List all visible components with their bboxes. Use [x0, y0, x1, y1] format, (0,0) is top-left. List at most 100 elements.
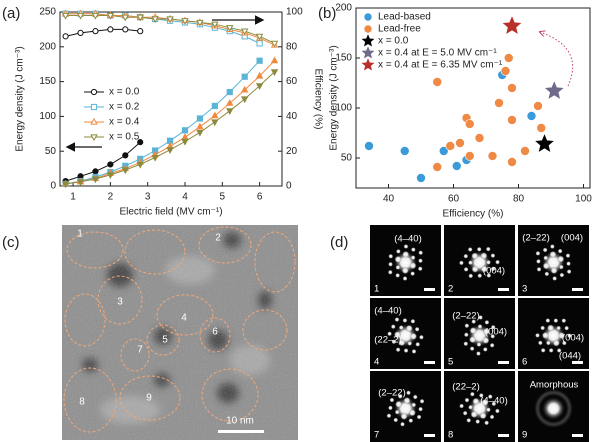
y-tick-label: 50 — [341, 153, 353, 164]
panel-label: (a) — [2, 5, 20, 22]
spot-label: (2–22) — [452, 311, 479, 322]
diffraction-spot — [482, 336, 490, 344]
legend-label: x = 0.4 at E = 6.35 MV cm⁻¹ — [378, 60, 503, 71]
tile-number: 7 — [374, 430, 379, 441]
marker — [535, 134, 554, 152]
diffraction-spot — [490, 324, 496, 330]
region-label: 4 — [181, 313, 187, 324]
marker — [416, 173, 426, 183]
region-label: 8 — [79, 397, 85, 408]
spot-label: (004) — [562, 333, 584, 344]
marker — [240, 96, 249, 104]
diffraction-spot — [462, 410, 468, 416]
diffraction-spot — [468, 260, 473, 266]
marker — [211, 111, 219, 119]
scale-bar — [424, 361, 435, 364]
legend-label: x = 0.4 at E = 5.0 MV cm⁻¹ — [378, 48, 497, 59]
diffraction-spot — [566, 261, 571, 267]
region-label: 5 — [162, 335, 168, 346]
diffraction-spot — [411, 349, 417, 354]
spot-label: (4–40) — [374, 306, 401, 317]
marker — [92, 168, 99, 175]
diffraction-spot — [408, 409, 416, 417]
marker — [526, 111, 537, 121]
marker — [255, 83, 264, 90]
scale-bar — [424, 434, 435, 437]
diffraction-spot — [565, 253, 571, 259]
marker — [196, 19, 204, 27]
diffraction-spot — [544, 271, 550, 277]
diffraction-spot — [540, 347, 546, 353]
scale-bar-label: 10 nm — [226, 416, 254, 427]
marker — [107, 26, 114, 33]
diffraction-spot — [536, 258, 541, 264]
diffraction-spot — [403, 397, 411, 405]
marker — [533, 101, 543, 111]
diffraction-spot — [476, 246, 482, 252]
scale-bar — [424, 288, 435, 291]
diffraction-spot — [388, 261, 393, 267]
legend-marker — [363, 12, 373, 22]
diffraction-spot — [552, 276, 558, 281]
marker — [137, 28, 144, 35]
marker — [451, 161, 462, 171]
legend-marker — [90, 117, 98, 125]
diffraction-spot — [482, 327, 490, 335]
marker — [226, 88, 233, 96]
marker — [121, 14, 129, 22]
spot-label: (004) — [561, 233, 583, 244]
marker — [136, 14, 144, 22]
region-label: 3 — [117, 297, 123, 308]
tile-number: 4 — [374, 357, 379, 368]
domain-outlines — [63, 226, 296, 433]
x-tick-label: 1 — [70, 192, 76, 203]
diffraction-spot — [491, 401, 497, 407]
spot-label: (22–2) — [452, 382, 479, 393]
marker — [226, 99, 234, 106]
scale-bar — [572, 434, 583, 437]
marker — [181, 133, 189, 140]
tile-number: 3 — [522, 284, 527, 295]
legend-label: x = 0.5 — [109, 132, 140, 143]
marker — [502, 16, 522, 34]
diffraction-spot — [480, 265, 488, 273]
diffraction-spot — [552, 339, 560, 347]
marker — [92, 28, 99, 35]
tile-number: 5 — [448, 357, 453, 368]
marker — [364, 141, 374, 151]
y2-tick-label: 0 — [286, 181, 292, 192]
legend-label: x = 0.0 — [109, 87, 140, 98]
marker — [106, 172, 115, 180]
diffraction-tile: 6 (004) (044) — [518, 298, 589, 369]
diffraction-spot — [484, 420, 490, 426]
marker — [520, 146, 530, 156]
region-label: 2 — [215, 233, 221, 244]
panel-label: (c) — [2, 234, 20, 251]
diffraction-spot — [561, 318, 567, 324]
diffraction-spot — [419, 334, 424, 340]
diffraction-spot — [389, 397, 395, 403]
diffraction-spot — [549, 244, 555, 249]
diffraction-spot — [401, 266, 409, 275]
x-tick-label: 80 — [513, 194, 525, 205]
diffraction-spot — [556, 325, 562, 331]
diffraction-spot — [388, 253, 394, 259]
legend-marker — [361, 46, 375, 59]
diffraction-spot — [535, 332, 540, 338]
diffraction-spot — [476, 351, 481, 356]
plot-frame — [355, 7, 591, 189]
spot-label: (044) — [559, 351, 581, 362]
marker — [500, 66, 511, 76]
marker — [240, 85, 249, 93]
diffraction-spot — [415, 341, 421, 347]
diffraction-spot — [395, 248, 401, 254]
tile-number: 2 — [448, 284, 453, 295]
diffraction-spot — [393, 331, 402, 339]
legend-label: Lead-based — [378, 12, 431, 23]
y2-tick-label: 100 — [286, 7, 303, 18]
spot-label: (004) — [485, 327, 507, 338]
y-tick-label: 250 — [39, 7, 56, 18]
diffraction-spot — [481, 398, 489, 407]
marker — [464, 119, 475, 129]
